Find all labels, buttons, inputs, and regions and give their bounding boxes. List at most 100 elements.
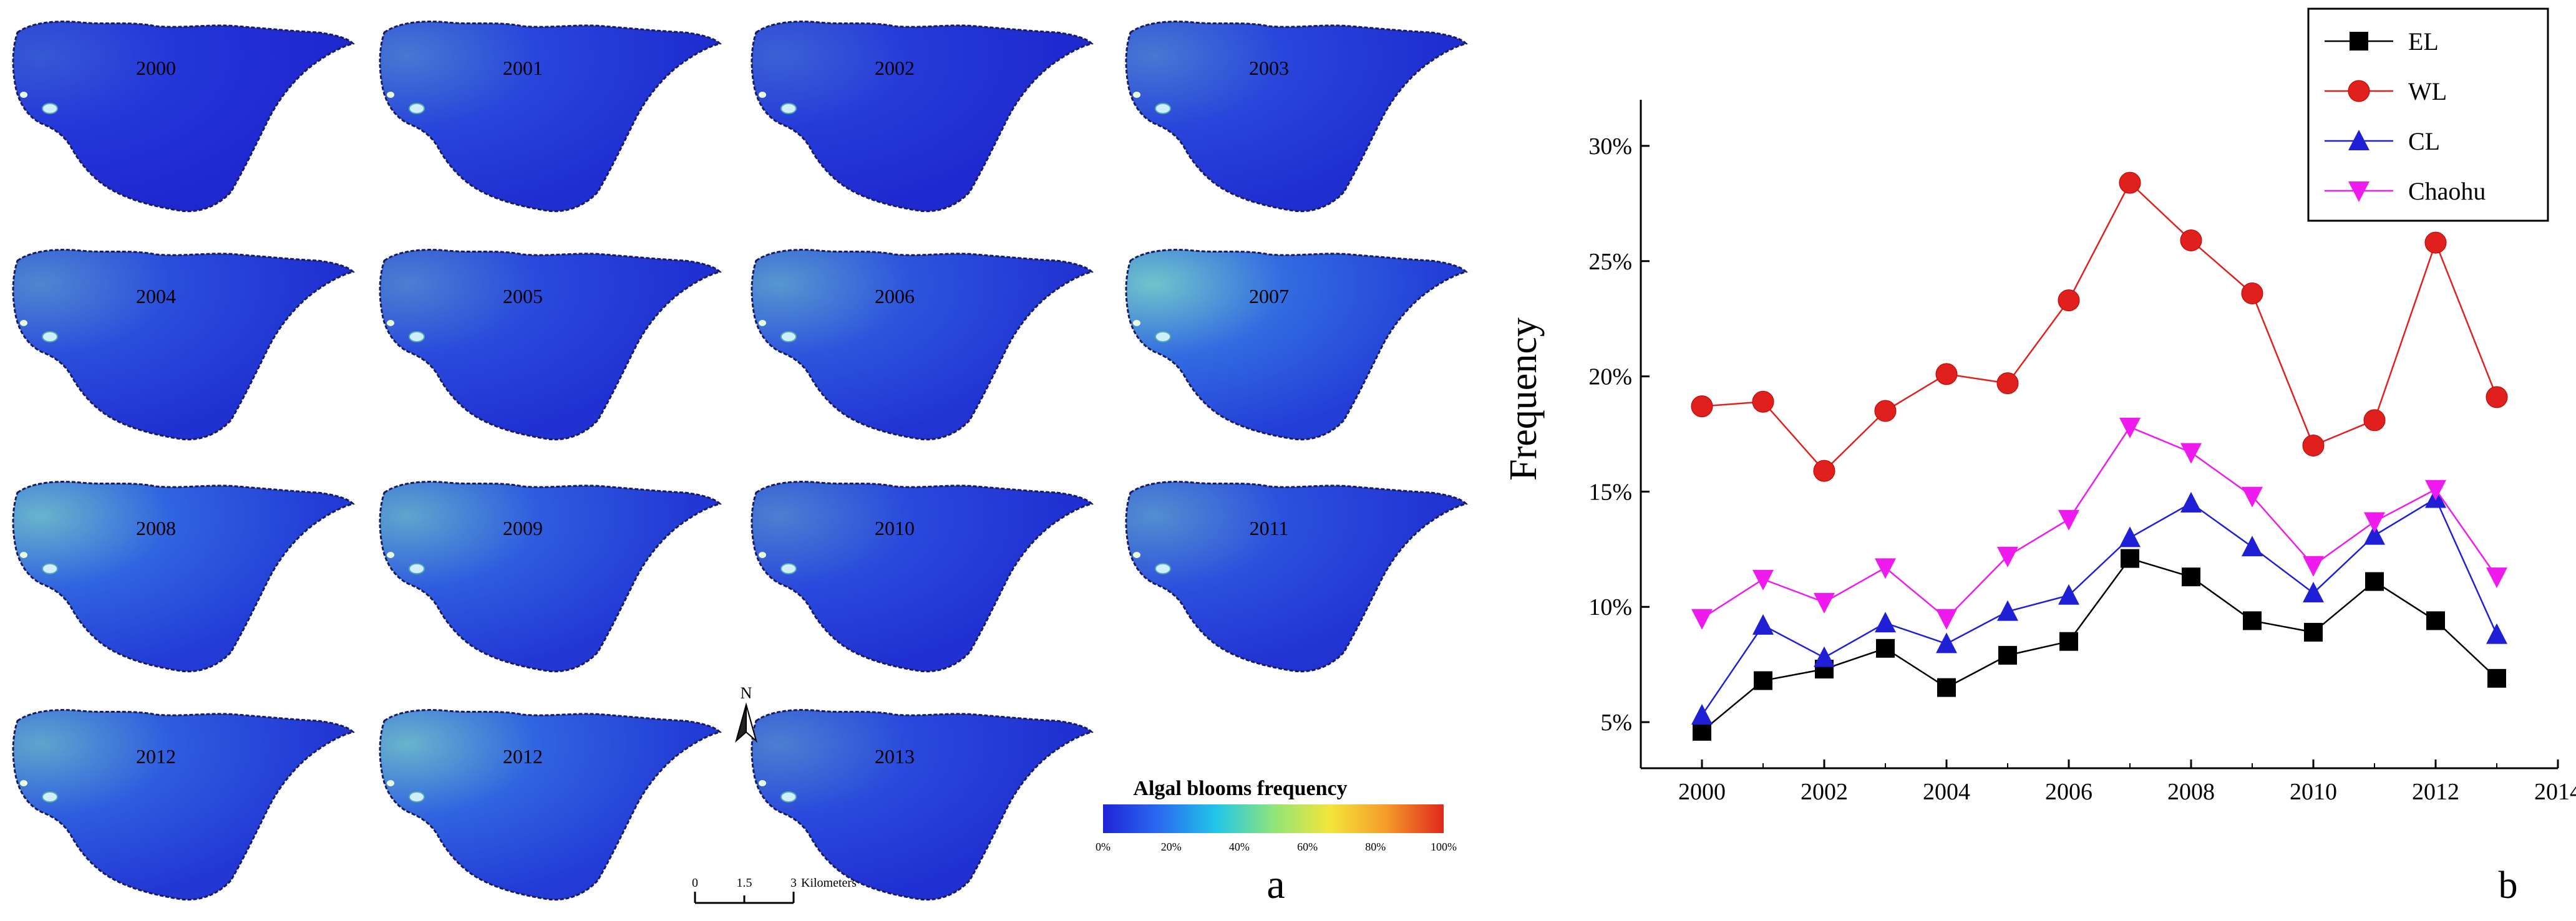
- data-point-cl: [1814, 646, 1835, 667]
- map-year-label: 2009: [503, 517, 543, 539]
- data-point-wl: [1691, 395, 1713, 418]
- lake-map-2010: 2010: [751, 481, 1094, 673]
- y-tick-label: 20%: [1588, 364, 1632, 390]
- data-point-el: [2365, 572, 2384, 591]
- data-point-wl: [2363, 409, 2386, 432]
- data-point-wl: [2058, 289, 2080, 312]
- data-point-chaohu: [1936, 609, 1957, 630]
- lake-shape: [751, 21, 1094, 213]
- lake-map-2006: 2006: [751, 249, 1094, 441]
- map-year-label: 2006: [875, 285, 915, 307]
- map-year-label: 2011: [1250, 517, 1289, 539]
- legend-marker: [2350, 32, 2368, 51]
- map-year-label: 2000: [136, 57, 176, 79]
- panel-a-maps: 2000 2001 2002 2003 2004 2005 2006 2007 2008 2009…: [12, 21, 1468, 907]
- lake-map-2005: 2005: [379, 249, 722, 441]
- lake-shape: [12, 249, 355, 441]
- data-point-el: [2426, 611, 2445, 630]
- data-point-chaohu: [2425, 480, 2446, 501]
- line-chart-canvas: 2000 2002 2004 2006 2008 2010 2012 2014 5% 10% 15%…: [1502, 7, 2576, 907]
- series-line-wl: [1701, 181, 2498, 472]
- legend-label: EL: [2408, 27, 2439, 55]
- legend-title: Algal blooms frequency: [1133, 777, 1347, 800]
- lake-shape: [1125, 249, 1468, 441]
- north-label: N: [741, 684, 752, 702]
- x-tick-label: 2012: [2412, 779, 2459, 805]
- panel-a-label: a: [1266, 862, 1285, 907]
- map-year-label: 2012: [136, 745, 176, 768]
- map-year-label: 2005: [503, 285, 543, 307]
- panel-b-line-chart: 2000 2002 2004 2006 2008 2010 2012 2014 5% 10% 15%…: [1497, 0, 2576, 918]
- panel-b-label: b: [2499, 864, 2518, 907]
- data-point-wl: [2241, 282, 2263, 305]
- data-point-cl: [1936, 632, 1957, 653]
- chart-legend: EL WL CL Chaohu: [2307, 7, 2549, 222]
- legend-tick-label: 20%: [1161, 841, 1182, 853]
- lake-shape: [379, 21, 722, 213]
- data-point-cl: [2364, 524, 2385, 545]
- data-point-chaohu: [2486, 567, 2507, 589]
- data-point-wl: [2302, 434, 2325, 456]
- x-tick-label: 2002: [1801, 779, 1848, 805]
- island-marker: [780, 331, 797, 342]
- data-point-chaohu: [2303, 556, 2324, 577]
- series-wl: [1691, 171, 2508, 482]
- island-marker: [20, 552, 27, 558]
- island-marker: [780, 103, 797, 114]
- x-tick-label: 2000: [1678, 779, 1726, 805]
- island-marker: [759, 552, 766, 558]
- lake-shape: [379, 249, 722, 441]
- island-marker: [409, 103, 425, 114]
- x-tick-label: 2008: [2167, 779, 2215, 805]
- island-marker: [759, 780, 766, 786]
- island-marker: [780, 791, 797, 803]
- data-point-wl: [1996, 372, 2019, 395]
- legend-label: Chaohu: [2408, 177, 2486, 205]
- island-marker: [20, 780, 27, 786]
- island-marker: [387, 552, 394, 558]
- lake-map-2009: 2009: [379, 481, 722, 673]
- y-tick-label: 5%: [1600, 710, 1632, 736]
- lake-map-2008: 2008: [12, 481, 355, 673]
- lake-map-2000: 2000: [12, 21, 355, 213]
- legend-color-ramp: [1103, 804, 1444, 833]
- island-marker: [42, 563, 58, 574]
- island-marker: [1133, 92, 1140, 98]
- lake-shape: [1125, 21, 1468, 213]
- data-point-chaohu: [2242, 486, 2263, 508]
- lake-shape: [379, 709, 722, 901]
- series-cl: [1691, 487, 2507, 725]
- x-tick-label: 2014: [2534, 779, 2576, 805]
- island-marker: [759, 320, 766, 326]
- map-year-label: 2012: [503, 745, 543, 768]
- x-tick-label: 2004: [1923, 779, 1970, 805]
- map-year-label: 2008: [136, 517, 176, 539]
- data-point-chaohu: [2180, 443, 2202, 464]
- island-marker: [780, 563, 797, 574]
- north-arrow-half-icon: [746, 704, 757, 743]
- island-marker: [1133, 320, 1140, 326]
- lake-shape: [751, 249, 1094, 441]
- data-point-el: [1754, 671, 1772, 690]
- map-year-label: 2010: [875, 517, 915, 539]
- lake-map-2003: 2003: [1125, 21, 1468, 213]
- lake-shape: [12, 21, 355, 213]
- data-point-wl: [1752, 390, 1774, 413]
- map-year-label: 2007: [1249, 285, 1289, 307]
- lake-shape: [1125, 481, 1468, 673]
- data-point-wl: [2119, 171, 2141, 194]
- data-point-el: [2059, 632, 2078, 651]
- data-point-el: [1998, 645, 2017, 665]
- series-chaohu: [1691, 417, 2507, 630]
- island-marker: [20, 320, 27, 326]
- map-year-label: 2002: [875, 57, 915, 79]
- map-panel-canvas: 2000 2001 2002 2003 2004 2005 2006 2007 2008 2009…: [12, 21, 1468, 907]
- y-tick-label: 30%: [1588, 133, 1632, 160]
- legend-tick-label: 0%: [1096, 841, 1111, 853]
- legend-tick-label: 60%: [1297, 841, 1318, 853]
- data-point-el: [2243, 611, 2262, 630]
- data-point-wl: [1935, 363, 1958, 385]
- series-line-cl: [1701, 497, 2498, 716]
- north-arrow: N: [735, 684, 757, 743]
- series-el: [1693, 549, 2506, 741]
